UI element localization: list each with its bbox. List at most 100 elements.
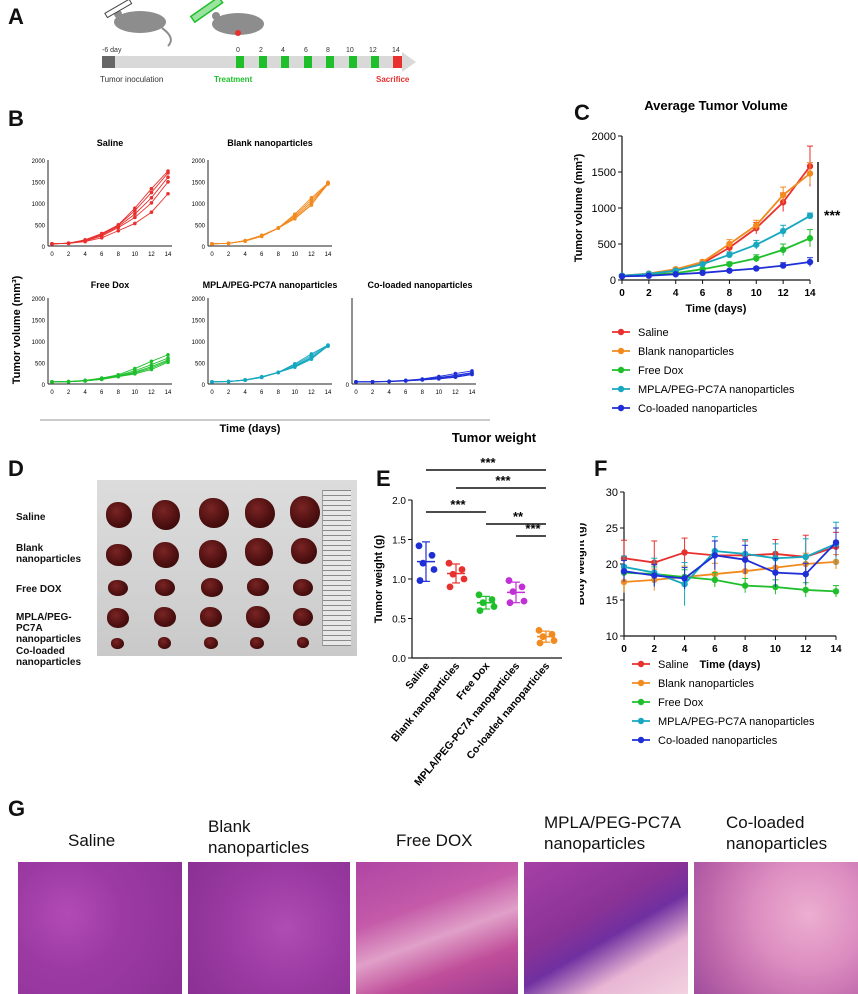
individual-point <box>370 379 375 384</box>
data-point <box>449 570 457 578</box>
legend-label: MPLA/PEG-PC7A nanoparticles <box>638 384 795 396</box>
legend-label: Blank nanoparticles <box>638 346 735 358</box>
data-point <box>672 271 679 278</box>
subplot-y-tick-label: 2000 <box>192 159 206 165</box>
subplot-y-tick-label: 500 <box>195 362 206 368</box>
x-tick-label: 14 <box>830 644 842 655</box>
individual-point <box>83 379 87 383</box>
histology-image-blank <box>188 862 350 994</box>
series-line <box>623 560 837 583</box>
data-point <box>726 260 733 268</box>
individual-point <box>116 225 121 230</box>
legend-marker <box>637 736 645 744</box>
subplot-x-tick-label: 10 <box>436 390 443 396</box>
subplot-x-tick-label: 4 <box>243 252 247 258</box>
tumor-sample <box>152 500 180 530</box>
data-point <box>506 599 514 607</box>
tumor-sample <box>158 637 171 649</box>
data-point <box>832 539 840 546</box>
x-axis-label: Time (days) <box>700 659 761 671</box>
x-axis-label: Time (days) <box>686 303 747 315</box>
subplot-x-tick-label: 4 <box>83 390 87 396</box>
subplot-x-tick-label: 4 <box>83 252 87 258</box>
x-tick-label: 0 <box>621 644 627 655</box>
series-line <box>621 215 811 277</box>
data-point <box>711 552 719 559</box>
data-point <box>726 267 733 274</box>
subplot-x-tick-label: 12 <box>452 390 459 396</box>
y-tick-label: 2.0 <box>392 496 406 507</box>
individual-point <box>326 344 330 348</box>
legend-marker <box>637 660 645 668</box>
significance-label: *** <box>495 473 511 488</box>
individual-point <box>166 175 170 179</box>
subplot-x-tick-label: 8 <box>277 390 281 396</box>
day-label: 0 <box>236 47 240 54</box>
day-start-label: -6 day <box>102 47 122 54</box>
data-point <box>475 591 483 599</box>
data-point <box>806 235 814 242</box>
tumor-sample <box>154 607 176 627</box>
subplot-x-tick-label: 14 <box>469 390 476 396</box>
y-axis-label: Tumor weight (g) <box>373 534 385 623</box>
series-line <box>623 541 837 580</box>
panel-label-f: F <box>594 456 608 481</box>
data-point <box>535 626 543 634</box>
panel-b-y-label: Tumor volume (mm³) <box>11 275 23 384</box>
tumor-sample <box>107 608 129 628</box>
data-point <box>699 269 706 276</box>
individual-point <box>226 241 231 246</box>
subplot-y-tick-label: 500 <box>195 224 206 230</box>
subplot-x-tick-label: 0 <box>50 390 54 396</box>
subplot-x-tick-label: 8 <box>277 252 281 258</box>
subplot-x-tick-label: 0 <box>50 252 54 258</box>
data-point <box>550 637 558 645</box>
significance-label: *** <box>525 521 541 536</box>
legend-marker <box>617 366 625 374</box>
data-point <box>753 222 760 229</box>
subplot-y-tick-label: 1000 <box>192 202 206 208</box>
mouse-treatment-icon <box>189 0 264 36</box>
individual-point <box>166 171 170 175</box>
significance-label: *** <box>450 497 466 512</box>
x-tick-label: 8 <box>727 288 733 299</box>
subplot-y-tick-label: 0 <box>42 245 46 251</box>
data-point <box>479 599 487 607</box>
data-point <box>490 603 498 611</box>
individual-point <box>166 360 170 365</box>
data-point <box>458 566 466 573</box>
subplot-y-tick-label: 1500 <box>192 181 206 187</box>
individual-point <box>293 217 297 221</box>
tumor-sample <box>106 502 132 528</box>
tumor-sample <box>108 580 128 596</box>
subplot-y-tick-label: 0 <box>346 383 350 389</box>
day-label: 14 <box>392 47 400 54</box>
subplot-x-tick-label: 8 <box>421 390 425 396</box>
mouse-inoculation-icon <box>104 0 172 47</box>
panel-b-x-label: Time (days) <box>220 423 281 435</box>
data-point <box>802 586 809 594</box>
individual-point <box>99 235 104 240</box>
individual-curve <box>211 345 329 383</box>
subplot-title-saline: Saline <box>97 138 124 148</box>
subplot-x-tick-label: 12 <box>148 390 155 396</box>
data-point <box>430 566 438 573</box>
panel-label-c: C <box>574 100 590 125</box>
data-point <box>726 251 733 258</box>
y-tick-label: 500 <box>598 239 616 251</box>
data-point <box>618 273 626 280</box>
x-tick-label: 0 <box>619 288 625 299</box>
subplot-x-tick-label: 6 <box>404 390 408 396</box>
panel-label-b: B <box>8 106 24 131</box>
individual-point <box>133 212 137 216</box>
x-tick-label: 4 <box>682 644 688 655</box>
individual-point <box>326 180 330 185</box>
data-point <box>753 265 760 272</box>
individual-point <box>133 215 137 220</box>
legend-marker <box>617 385 625 393</box>
chart-title: Tumor weight <box>452 430 537 445</box>
individual-point <box>50 242 54 246</box>
x-tick-label: 6 <box>712 644 718 655</box>
y-tick-label: 1.5 <box>392 536 406 547</box>
subplot-x-tick-label: 6 <box>260 390 264 396</box>
